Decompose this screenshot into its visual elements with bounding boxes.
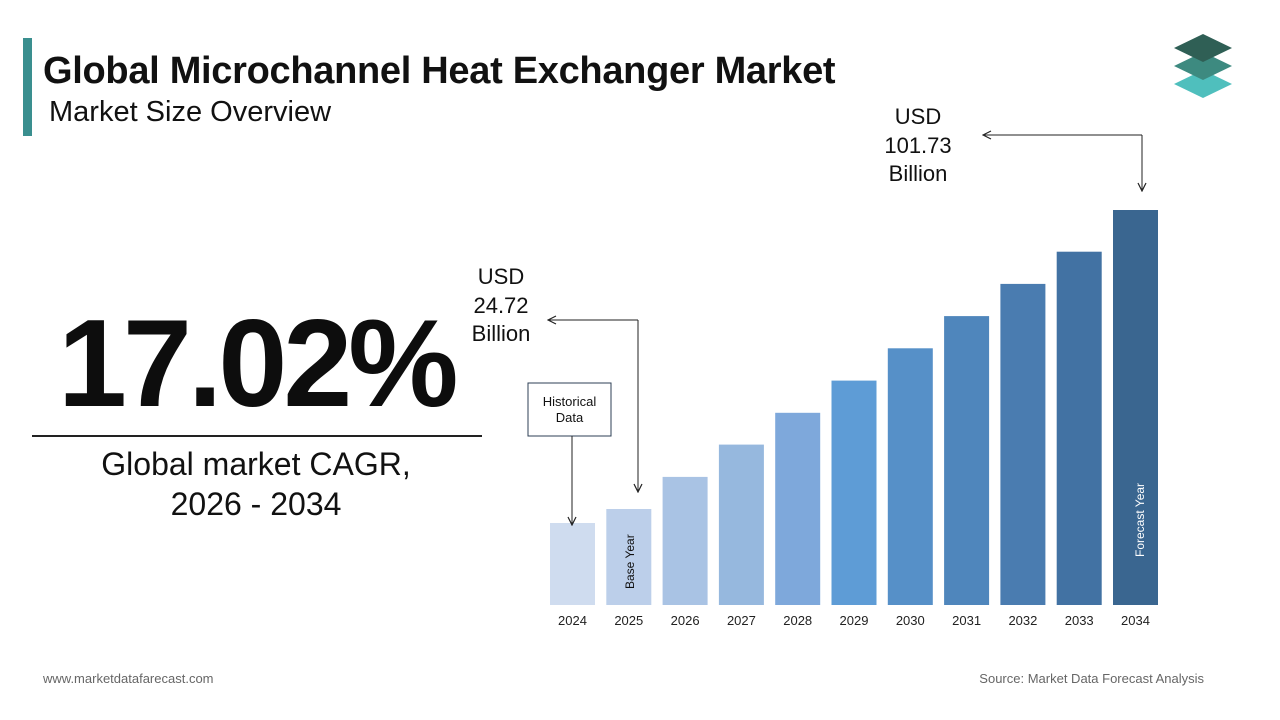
bar-2032 bbox=[1000, 283, 1046, 605]
chart-x-tick-labels: 2024 2025 2026 2027 2028 2029 2030 2031 2032 2033… bbox=[558, 613, 1150, 628]
logo-layer-top bbox=[1174, 34, 1232, 62]
cagr-label: Global market CAGR, 2026 - 2034 bbox=[40, 444, 472, 524]
footer-website: www.marketdatafarecast.com bbox=[43, 671, 214, 686]
x-tick-label-2031: 2031 bbox=[952, 613, 981, 628]
cagr-value: 17.02% bbox=[58, 295, 459, 433]
historical-data-label-line2: Data bbox=[556, 410, 584, 425]
base-year-label: Base Year bbox=[623, 534, 637, 589]
x-tick-label-2034: 2034 bbox=[1121, 613, 1150, 628]
cagr-label-line2: 2026 - 2034 bbox=[170, 486, 342, 522]
base-value-prefix: USD bbox=[478, 264, 524, 289]
forecast-value-unit: Billion bbox=[889, 161, 948, 186]
x-tick-label-2024: 2024 bbox=[558, 613, 587, 628]
bar-2031 bbox=[944, 316, 990, 605]
bar-2034 bbox=[1113, 210, 1158, 605]
base-value-unit: Billion bbox=[472, 321, 531, 346]
x-tick-label-2033: 2033 bbox=[1065, 613, 1094, 628]
bar-2027 bbox=[718, 444, 764, 605]
bar-2030 bbox=[887, 348, 933, 605]
cagr-label-line1: Global market CAGR, bbox=[101, 446, 411, 482]
forecast-year-label: Forecast Year bbox=[1133, 483, 1147, 557]
x-tick-label-2032: 2032 bbox=[1008, 613, 1037, 628]
x-tick-label-2025: 2025 bbox=[614, 613, 643, 628]
cagr-divider bbox=[32, 435, 482, 437]
x-tick-label-2029: 2029 bbox=[840, 613, 869, 628]
historical-data-box bbox=[527, 382, 612, 437]
footer-source: Source: Market Data Forecast Analysis bbox=[979, 671, 1204, 686]
bar-2033 bbox=[1056, 251, 1102, 605]
bar-2024 bbox=[550, 523, 595, 605]
bar-2028 bbox=[775, 412, 821, 605]
logo-layer-bottom bbox=[1174, 70, 1232, 98]
logo-layer-middle bbox=[1174, 52, 1232, 80]
forecast-value-prefix: USD bbox=[895, 104, 941, 129]
x-tick-label-2028: 2028 bbox=[783, 613, 812, 628]
forecast-value-amount: 101.73 bbox=[884, 133, 951, 158]
page-title: Global Microchannel Heat Exchanger Marke… bbox=[43, 50, 836, 92]
page-subtitle: Market Size Overview bbox=[49, 96, 332, 128]
bar-2029 bbox=[831, 380, 877, 605]
bar-2026 bbox=[662, 476, 708, 605]
x-tick-label-2026: 2026 bbox=[671, 613, 700, 628]
historical-data-label-line1: Historical bbox=[543, 394, 597, 409]
chart-bars bbox=[550, 210, 1158, 605]
x-tick-label-2027: 2027 bbox=[727, 613, 756, 628]
x-tick-label-2030: 2030 bbox=[896, 613, 925, 628]
brand-logo-icon bbox=[1174, 34, 1232, 98]
bar-2025 bbox=[606, 509, 652, 605]
title-accent-bar bbox=[23, 38, 32, 136]
base-value-amount: 24.72 bbox=[473, 293, 528, 318]
